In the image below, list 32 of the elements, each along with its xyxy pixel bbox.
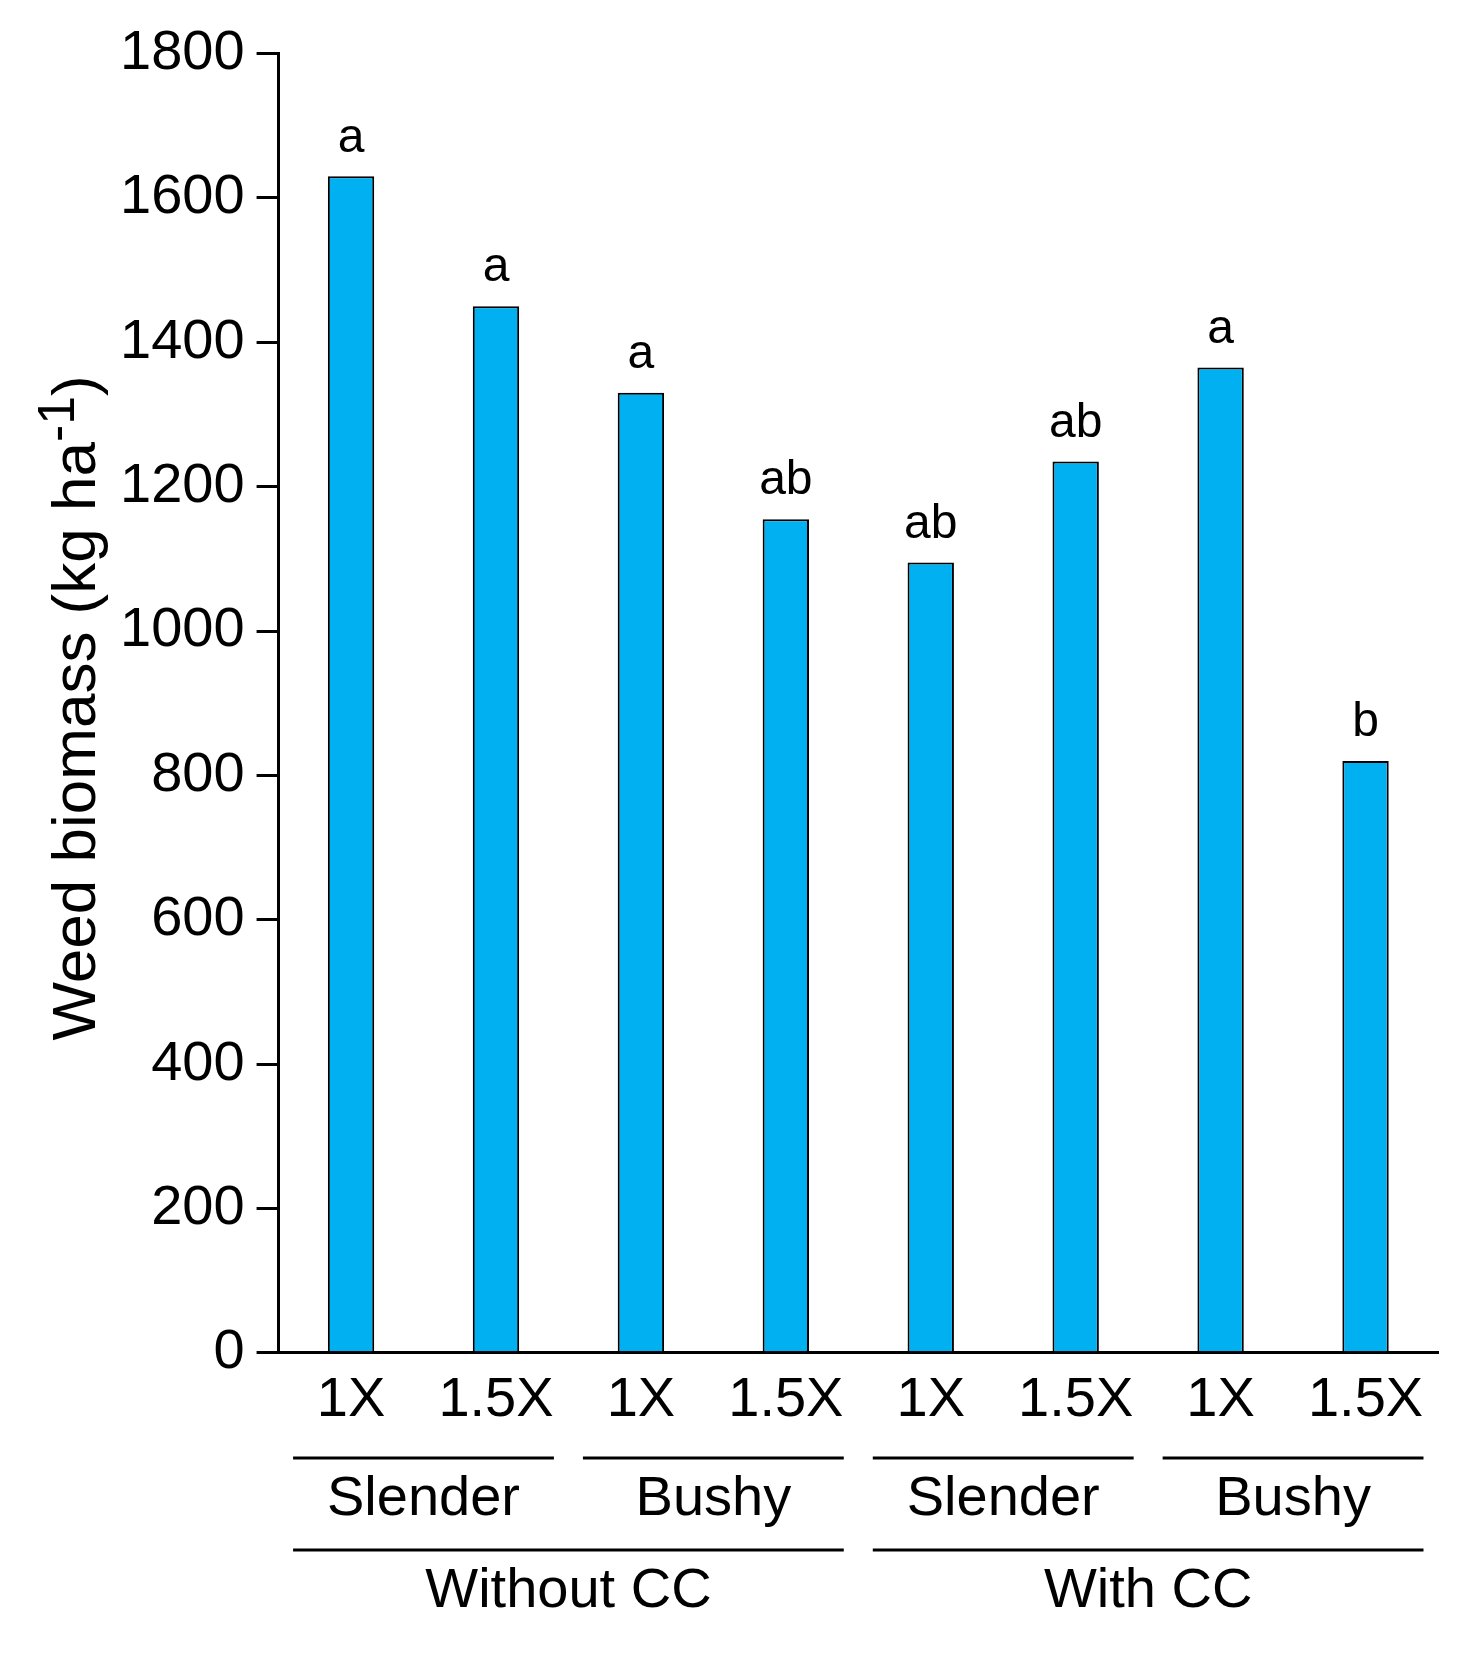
y-tick-label: 400 (151, 1028, 245, 1092)
x-tick-label: 1.5X (728, 1364, 844, 1428)
data-label: a (1207, 299, 1235, 353)
x-tick-label: 1X (1186, 1364, 1255, 1428)
text: Without CC (425, 1556, 712, 1620)
data-label: ab (759, 451, 813, 505)
text: With CC (1043, 1556, 1253, 1620)
y-tick-label: 800 (151, 739, 245, 803)
y-tick-label: 1200 (120, 451, 245, 515)
x-tick-label: 1.5X (1018, 1364, 1134, 1428)
data-label: b (1352, 693, 1379, 747)
data-label: a (627, 325, 655, 379)
y-tick-label: 1000 (120, 595, 245, 659)
x-tick-label: 1.5X (1307, 1364, 1424, 1428)
data-label: ab (1048, 393, 1103, 447)
text: Bushy (635, 1464, 792, 1528)
x-tick-label: 1.5X (438, 1364, 554, 1428)
y-tick-label: 0 (213, 1317, 245, 1381)
data-label: a (337, 108, 365, 162)
text: Slender (906, 1464, 1100, 1528)
text: Slender (326, 1464, 521, 1528)
y-tick-label: 1600 (120, 162, 245, 226)
data-label: a (482, 238, 510, 292)
y-tick-label: 1800 (120, 18, 245, 82)
y-tick-label: 600 (151, 884, 245, 948)
data-label: ab (904, 494, 958, 548)
x-tick-label: 1X (316, 1364, 386, 1428)
y-tick-label: 1400 (120, 306, 245, 370)
x-tick-label: 1X (896, 1364, 965, 1428)
y-tick-label: 200 (151, 1172, 245, 1236)
x-tick-label: 1X (606, 1364, 676, 1428)
text: Bushy (1215, 1464, 1371, 1528)
